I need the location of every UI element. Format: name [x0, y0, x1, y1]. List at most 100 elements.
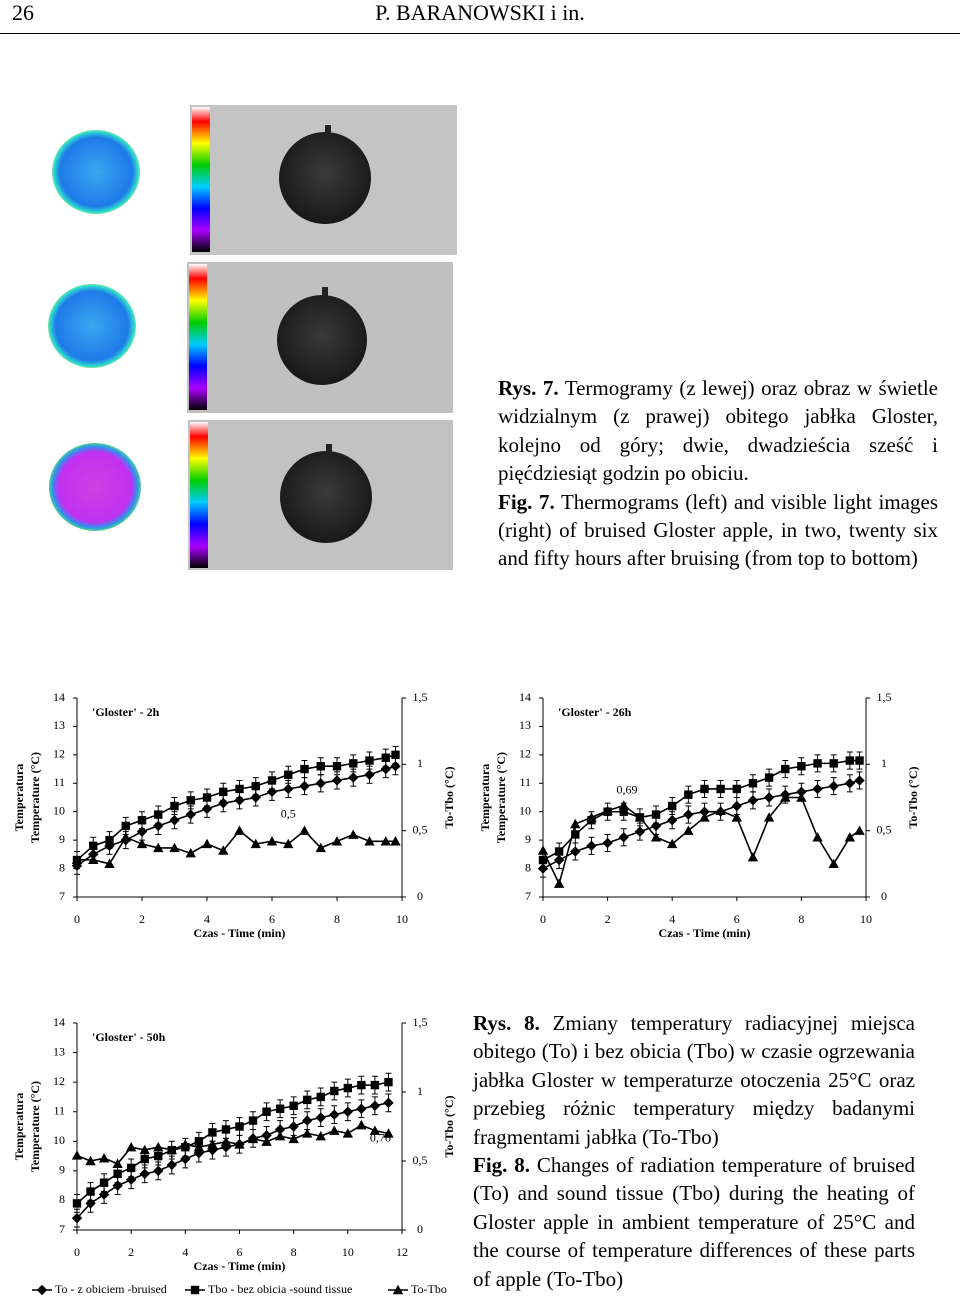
- marker: [634, 812, 646, 822]
- y-axis-label: Temperatura: [12, 1093, 26, 1161]
- marker: [267, 776, 277, 785]
- y-tick-label: 14: [53, 690, 65, 704]
- marker: [356, 1119, 367, 1130]
- marker: [602, 837, 613, 849]
- visible-image: [190, 105, 457, 255]
- y-tick-label: 7: [59, 889, 65, 903]
- marker: [303, 1095, 312, 1105]
- y-tick-label: 8: [59, 860, 65, 874]
- caption-text: Thermograms (left) and visible light ima…: [498, 489, 939, 571]
- marker: [634, 826, 646, 837]
- marker: [748, 779, 758, 788]
- marker: [208, 1128, 217, 1137]
- y-tick-label: 13: [53, 1044, 65, 1058]
- y-tick-label: 10: [53, 803, 65, 817]
- x-tick-label: 6: [237, 1245, 243, 1259]
- x-tick-label: 8: [334, 912, 340, 926]
- legend-label: To-Tbo: [411, 1282, 447, 1296]
- marker: [235, 1122, 244, 1131]
- y-tick-label: 10: [519, 803, 531, 817]
- caption-label: Rys. 8.: [473, 1011, 540, 1035]
- marker: [780, 792, 791, 802]
- marker: [137, 816, 147, 825]
- marker: [570, 818, 581, 829]
- marker: [700, 784, 709, 794]
- marker: [105, 835, 114, 845]
- marker: [250, 838, 261, 849]
- x-tick-label: 10: [396, 912, 408, 926]
- chart-title: 'Gloster' - 26h: [558, 705, 632, 719]
- marker: [139, 1144, 150, 1155]
- marker: [153, 1165, 164, 1177]
- marker: [796, 786, 807, 798]
- y2-axis-label: To-Tbo (°C): [442, 766, 456, 828]
- y2-tick-label: 1,5: [877, 690, 892, 704]
- marker: [185, 848, 196, 858]
- marker: [854, 775, 865, 786]
- marker: [364, 769, 375, 780]
- y-tick-label: 12: [53, 1074, 65, 1088]
- marker: [126, 1163, 136, 1173]
- marker: [684, 790, 693, 799]
- marker: [369, 1125, 381, 1135]
- marker: [234, 825, 245, 835]
- marker: [828, 858, 839, 869]
- marker: [683, 809, 694, 820]
- x-tick-label: 10: [860, 912, 872, 926]
- marker: [315, 1130, 326, 1141]
- y-axis-label: Temperature (°C): [28, 752, 42, 843]
- marker: [650, 832, 662, 842]
- caption-label: Fig. 7.: [498, 489, 555, 514]
- marker: [332, 762, 342, 771]
- marker: [153, 1142, 164, 1152]
- x-tick-label: 2: [605, 912, 611, 926]
- marker: [315, 778, 326, 789]
- marker: [85, 1155, 96, 1166]
- y-tick-label: 13: [53, 718, 65, 732]
- marker: [854, 825, 865, 835]
- marker: [139, 1168, 150, 1180]
- marker: [330, 1086, 339, 1096]
- x-tick-label: 4: [669, 912, 675, 926]
- marker: [113, 1169, 122, 1179]
- marker: [844, 832, 856, 842]
- y-tick-label: 7: [59, 1222, 65, 1236]
- x-tick-label: 4: [182, 1245, 188, 1259]
- thermogram: [52, 130, 140, 214]
- marker: [169, 842, 180, 853]
- marker: [136, 826, 148, 837]
- y2-tick-label: 0,5: [413, 822, 428, 836]
- marker: [112, 1158, 123, 1168]
- marker: [316, 762, 325, 771]
- marker: [218, 797, 229, 809]
- marker: [747, 795, 759, 806]
- caption-label: Fig. 8.: [473, 1153, 530, 1178]
- y2-tick-label: 1,5: [413, 1015, 428, 1029]
- marker: [153, 842, 164, 853]
- marker: [570, 846, 581, 857]
- marker: [71, 1212, 83, 1224]
- marker: [221, 1125, 231, 1134]
- marker: [202, 793, 212, 802]
- y-tick-label: 12: [53, 747, 65, 761]
- marker: [299, 825, 310, 835]
- marker: [668, 801, 677, 811]
- y2-tick-label: 1,5: [413, 690, 428, 704]
- marker: [235, 784, 244, 794]
- marker: [274, 1130, 286, 1141]
- marker: [248, 1116, 258, 1125]
- marker: [699, 812, 710, 822]
- marker: [618, 800, 629, 810]
- marker: [747, 852, 759, 862]
- x-tick-label: 0: [74, 1245, 80, 1259]
- y-tick-label: 11: [519, 775, 531, 789]
- marker: [283, 783, 294, 795]
- marker: [380, 836, 391, 846]
- marker: [315, 1112, 326, 1123]
- marker: [299, 780, 310, 792]
- marker: [120, 832, 131, 842]
- marker: [586, 840, 597, 852]
- marker: [553, 878, 565, 888]
- marker: [392, 1284, 404, 1295]
